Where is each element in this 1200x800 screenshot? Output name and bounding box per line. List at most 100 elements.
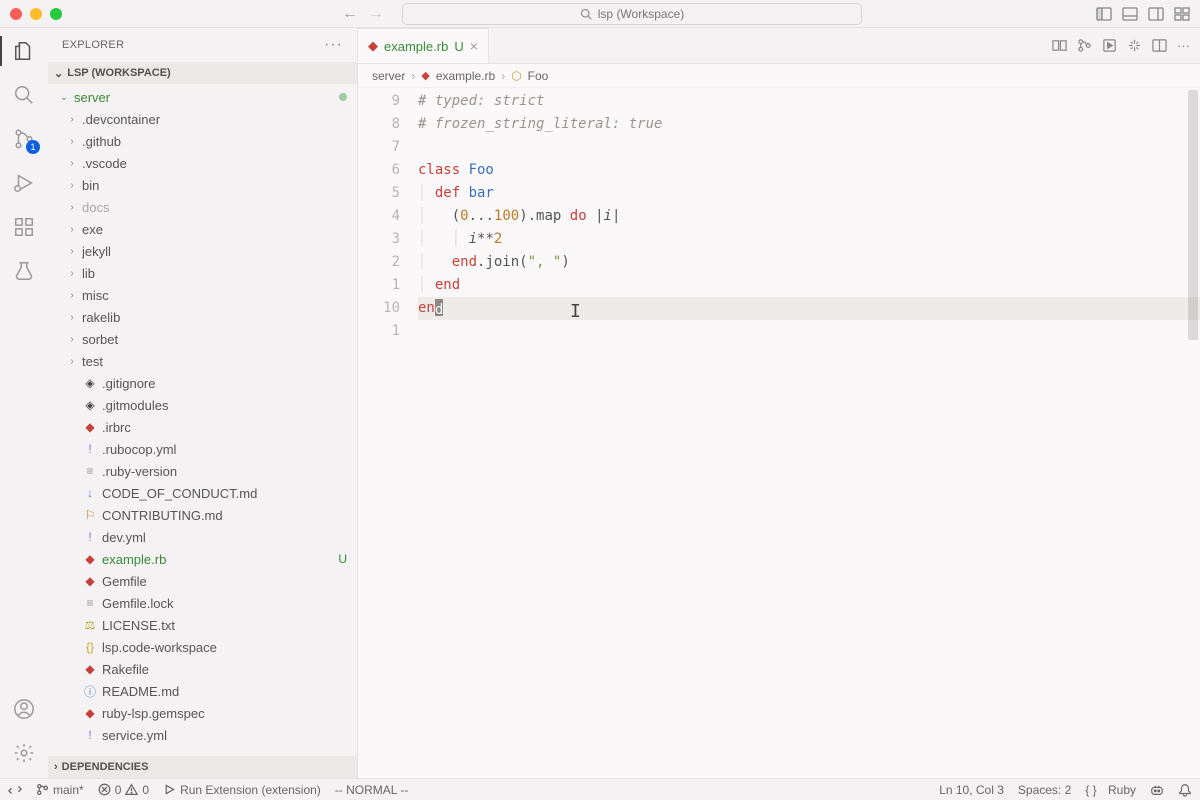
dependencies-section-header[interactable]: › DEPENDENCIES [48,756,357,778]
remote-button[interactable] [8,783,22,797]
code-token: ** [477,231,494,247]
tree-item[interactable]: ›bin [48,174,357,196]
code-content[interactable]: # typed: strict # frozen_string_literal:… [418,88,1200,778]
chevron-right-icon: › [66,224,78,235]
file-name: sorbet [82,332,347,347]
tree-item[interactable]: ›rakelib [48,306,357,328]
problems-button[interactable]: 0 0 [98,783,149,797]
file-name: lib [82,266,347,281]
symbol-class-icon: ⬡ [511,69,521,83]
close-window-button[interactable] [10,8,22,20]
tree-item[interactable]: ⚖LICENSE.txt [48,614,357,636]
command-center[interactable]: lsp (Workspace) [402,3,862,25]
source-control-activity-icon[interactable]: 1 [11,126,37,152]
tree-item[interactable]: {}lsp.code-workspace [48,636,357,658]
git-status: U [338,552,347,566]
tab-status: U [454,39,463,54]
tree-item[interactable]: › sorbet [48,328,357,350]
dependencies-label: DEPENDENCIES [62,761,149,773]
tree-item[interactable]: ◈.gitmodules [48,394,357,416]
tree-item[interactable]: ◆example.rbU [48,548,357,570]
file-type-icon: ◆ [82,706,98,720]
sparkle-icon[interactable] [1127,38,1142,53]
tree-item[interactable]: ◆Rakefile [48,658,357,680]
tree-item[interactable]: ›.github [48,130,357,152]
breadcrumbs[interactable]: server › ◆ example.rb › ⬡ Foo [358,64,1200,88]
file-name: .github [82,134,347,149]
accounts-activity-icon[interactable] [11,696,37,722]
code-token: # frozen_string_literal: true [418,116,662,132]
run-icon[interactable] [1102,38,1117,53]
tree-item[interactable]: ›misc [48,284,357,306]
cursor-position-button[interactable]: Ln 10, Col 3 [939,783,1004,797]
minimize-window-button[interactable] [30,8,42,20]
toggle-panel-icon[interactable] [1122,7,1138,21]
breadcrumb-item[interactable]: server [372,69,405,83]
notifications-icon[interactable] [1178,783,1192,797]
tree-root[interactable]: ⌄ server [48,86,357,108]
file-type-icon: ◈ [82,376,98,390]
toggle-primary-sidebar-icon[interactable] [1096,7,1112,21]
maximize-window-button[interactable] [50,8,62,20]
customize-layout-icon[interactable] [1174,7,1190,21]
tree-item[interactable]: ◈.gitignore [48,372,357,394]
file-name: README.md [102,684,347,699]
tree-item[interactable]: ◆ruby-lsp.gemspec [48,702,357,724]
workspace-section-header[interactable]: ⌄ LSP (WORKSPACE) [48,62,357,84]
tree-item[interactable]: !service.yml [48,724,357,746]
toggle-secondary-sidebar-icon[interactable] [1148,7,1164,21]
git-icon[interactable] [1077,38,1092,53]
tree-item[interactable]: ⓘREADME.md [48,680,357,702]
tree-item[interactable]: ›docs [48,196,357,218]
tree-item[interactable]: ›.devcontainer [48,108,357,130]
line-number: 6 [358,159,400,182]
tree-item[interactable]: ›lib [48,262,357,284]
debug-target-button[interactable]: Run Extension (extension) [163,783,321,797]
code-token: ) [561,254,569,270]
tree-item[interactable]: ›jekyll [48,240,357,262]
file-name: Gemfile [102,574,347,589]
file-type-icon: ⚖ [82,618,98,632]
file-name: .ruby-version [102,464,347,479]
tab-example-rb[interactable]: ◆ example.rb U × [358,28,489,63]
file-name: bin [82,178,347,193]
tree-item[interactable]: ↓CODE_OF_CONDUCT.md [48,482,357,504]
tree-item[interactable]: ≡Gemfile.lock [48,592,357,614]
breadcrumb-item[interactable]: example.rb [436,69,495,83]
settings-activity-icon[interactable] [11,740,37,766]
tree-item[interactable]: ◆.irbrc [48,416,357,438]
more-icon[interactable]: ··· [1177,38,1190,53]
chevron-right-icon: › [66,290,78,301]
tree-item[interactable]: ◆Gemfile [48,570,357,592]
tree-item[interactable]: !dev.yml [48,526,357,548]
tree-item[interactable]: !.rubocop.yml [48,438,357,460]
file-name: example.rb [102,552,334,567]
tree-item[interactable]: ≡.ruby-version [48,460,357,482]
sidebar-more-icon[interactable]: ··· [324,36,343,54]
file-tree: ⌄ server ›.devcontainer›.github›.vscode›… [48,84,357,756]
testing-activity-icon[interactable] [11,258,37,284]
tree-item[interactable]: ›test [48,350,357,372]
branch-button[interactable]: main* [36,783,84,797]
tree-item[interactable]: ⚐CONTRIBUTING.md [48,504,357,526]
nav-back-button[interactable]: ← [342,5,358,23]
compare-icon[interactable] [1052,38,1067,53]
close-tab-icon[interactable]: × [470,38,478,54]
extensions-activity-icon[interactable] [11,214,37,240]
chevron-right-icon: › [66,334,78,345]
explorer-activity-icon[interactable] [11,38,37,64]
tree-item[interactable]: ›.vscode [48,152,357,174]
breadcrumb-item[interactable]: Foo [528,69,549,83]
indentation-button[interactable]: Spaces: 2 [1018,783,1071,797]
split-icon[interactable] [1152,38,1167,53]
copilot-icon[interactable] [1150,783,1164,797]
tree-item[interactable]: ›exe [48,218,357,240]
nav-forward-button[interactable]: → [368,5,384,23]
code-editor[interactable]: 987654321101 # typed: strict # frozen_st… [358,88,1200,778]
search-activity-icon[interactable] [11,82,37,108]
language-mode-button[interactable]: { } Ruby [1085,783,1136,797]
run-debug-activity-icon[interactable] [11,170,37,196]
scrollbar-thumb[interactable] [1188,90,1198,340]
code-token: bar [469,185,494,201]
status-bar: main* 0 0 Run Extension (extension) -- N… [0,778,1200,800]
